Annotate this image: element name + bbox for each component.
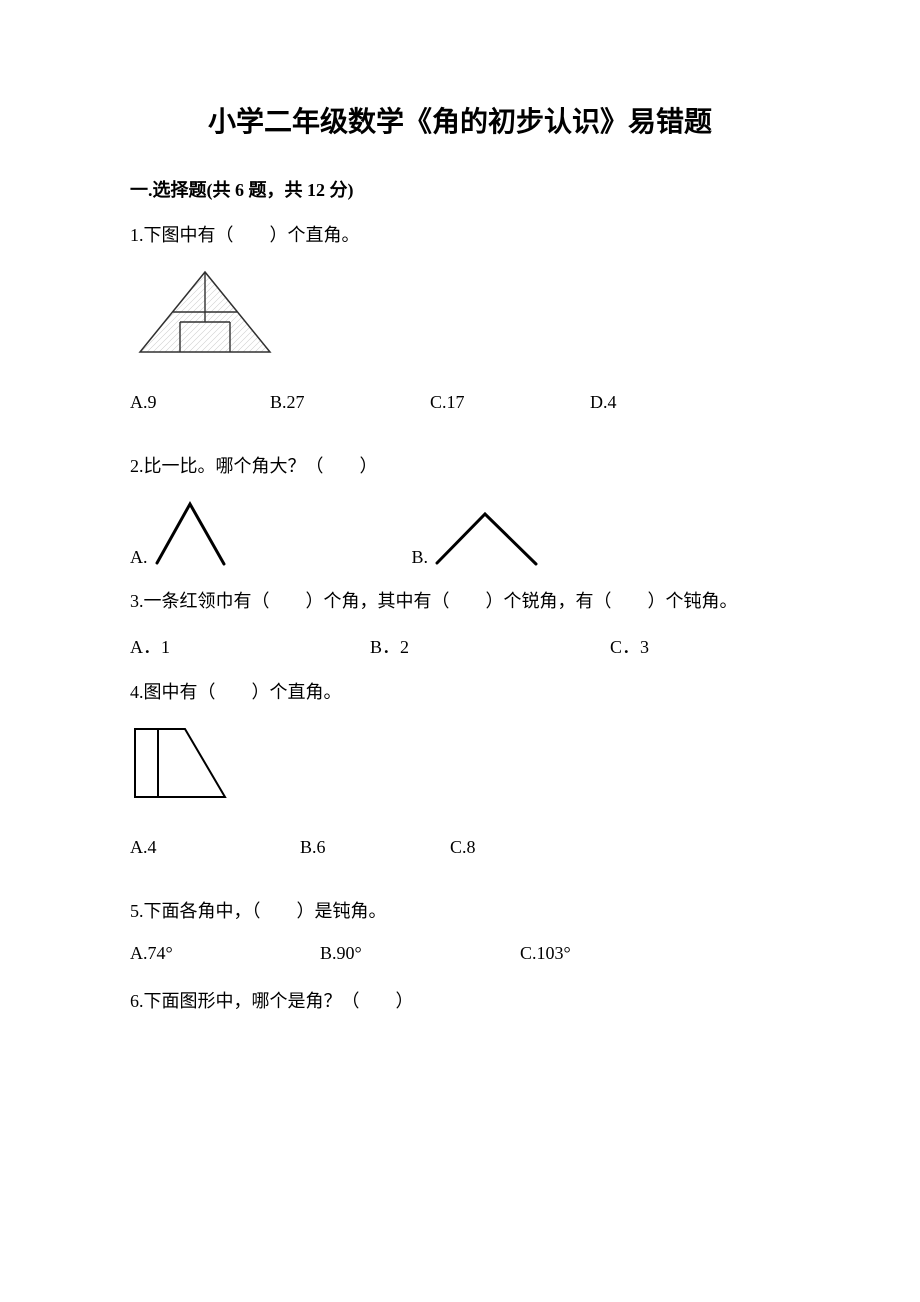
q3-text: 3.一条红领巾有（ ）个角，其中有（ ）个锐角，有（ ）个钝角。	[130, 588, 790, 615]
q1-opt-d: D.4	[590, 392, 617, 413]
q5-opt-a: A.74°	[130, 943, 320, 964]
q2-label-a: A.	[130, 547, 148, 568]
q2-label-b: B.	[412, 547, 429, 568]
q1-opt-a: A.9	[130, 392, 270, 413]
q5-options: A.74° B.90° C.103°	[130, 943, 790, 964]
q1-text: 1.下图中有（ ）个直角。	[130, 222, 790, 249]
q5-text: 5.下面各角中，（ ）是钝角。	[130, 898, 790, 925]
section-header: 一.选择题(共 6 题，共 12 分)	[130, 176, 790, 202]
q5-opt-c: C.103°	[520, 943, 571, 964]
q1-opt-c: C.17	[430, 392, 590, 413]
q2-fig-a: A.	[130, 498, 232, 568]
q1-figure	[130, 267, 790, 362]
q2-svg-a	[152, 498, 232, 568]
q4-opt-b: B.6	[300, 837, 450, 858]
q3-options: A．1 B．2 C．3	[130, 633, 790, 659]
q2-fig-b: B.	[412, 508, 543, 568]
page: 小学二年级数学《角的初步认识》易错题 一.选择题(共 6 题，共 12 分) 1…	[0, 0, 920, 1093]
q5-opt-b: B.90°	[320, 943, 520, 964]
q2-figures: A. B.	[130, 498, 790, 568]
q1-opt-b: B.27	[270, 392, 430, 413]
q1-svg	[130, 267, 280, 357]
page-title: 小学二年级数学《角的初步认识》易错题	[130, 100, 790, 140]
q3-opt-a: A．1	[130, 633, 370, 659]
q4-options: A.4 B.6 C.8	[130, 837, 790, 858]
q4-opt-c: C.8	[450, 837, 476, 858]
q2-svg-b	[432, 508, 542, 568]
q2-text: 2.比一比。哪个角大？（ ）	[130, 453, 790, 480]
q1-options: A.9 B.27 C.17 D.4	[130, 392, 790, 413]
q4-opt-a: A.4	[130, 837, 300, 858]
q3-opt-b: B．2	[370, 633, 610, 659]
q4-text: 4.图中有（ ）个直角。	[130, 679, 790, 706]
q4-svg	[130, 724, 230, 802]
q6-text: 6.下面图形中，哪个是角？（ ）	[130, 988, 790, 1015]
q3-opt-c: C．3	[610, 633, 649, 659]
q4-figure	[130, 724, 790, 807]
